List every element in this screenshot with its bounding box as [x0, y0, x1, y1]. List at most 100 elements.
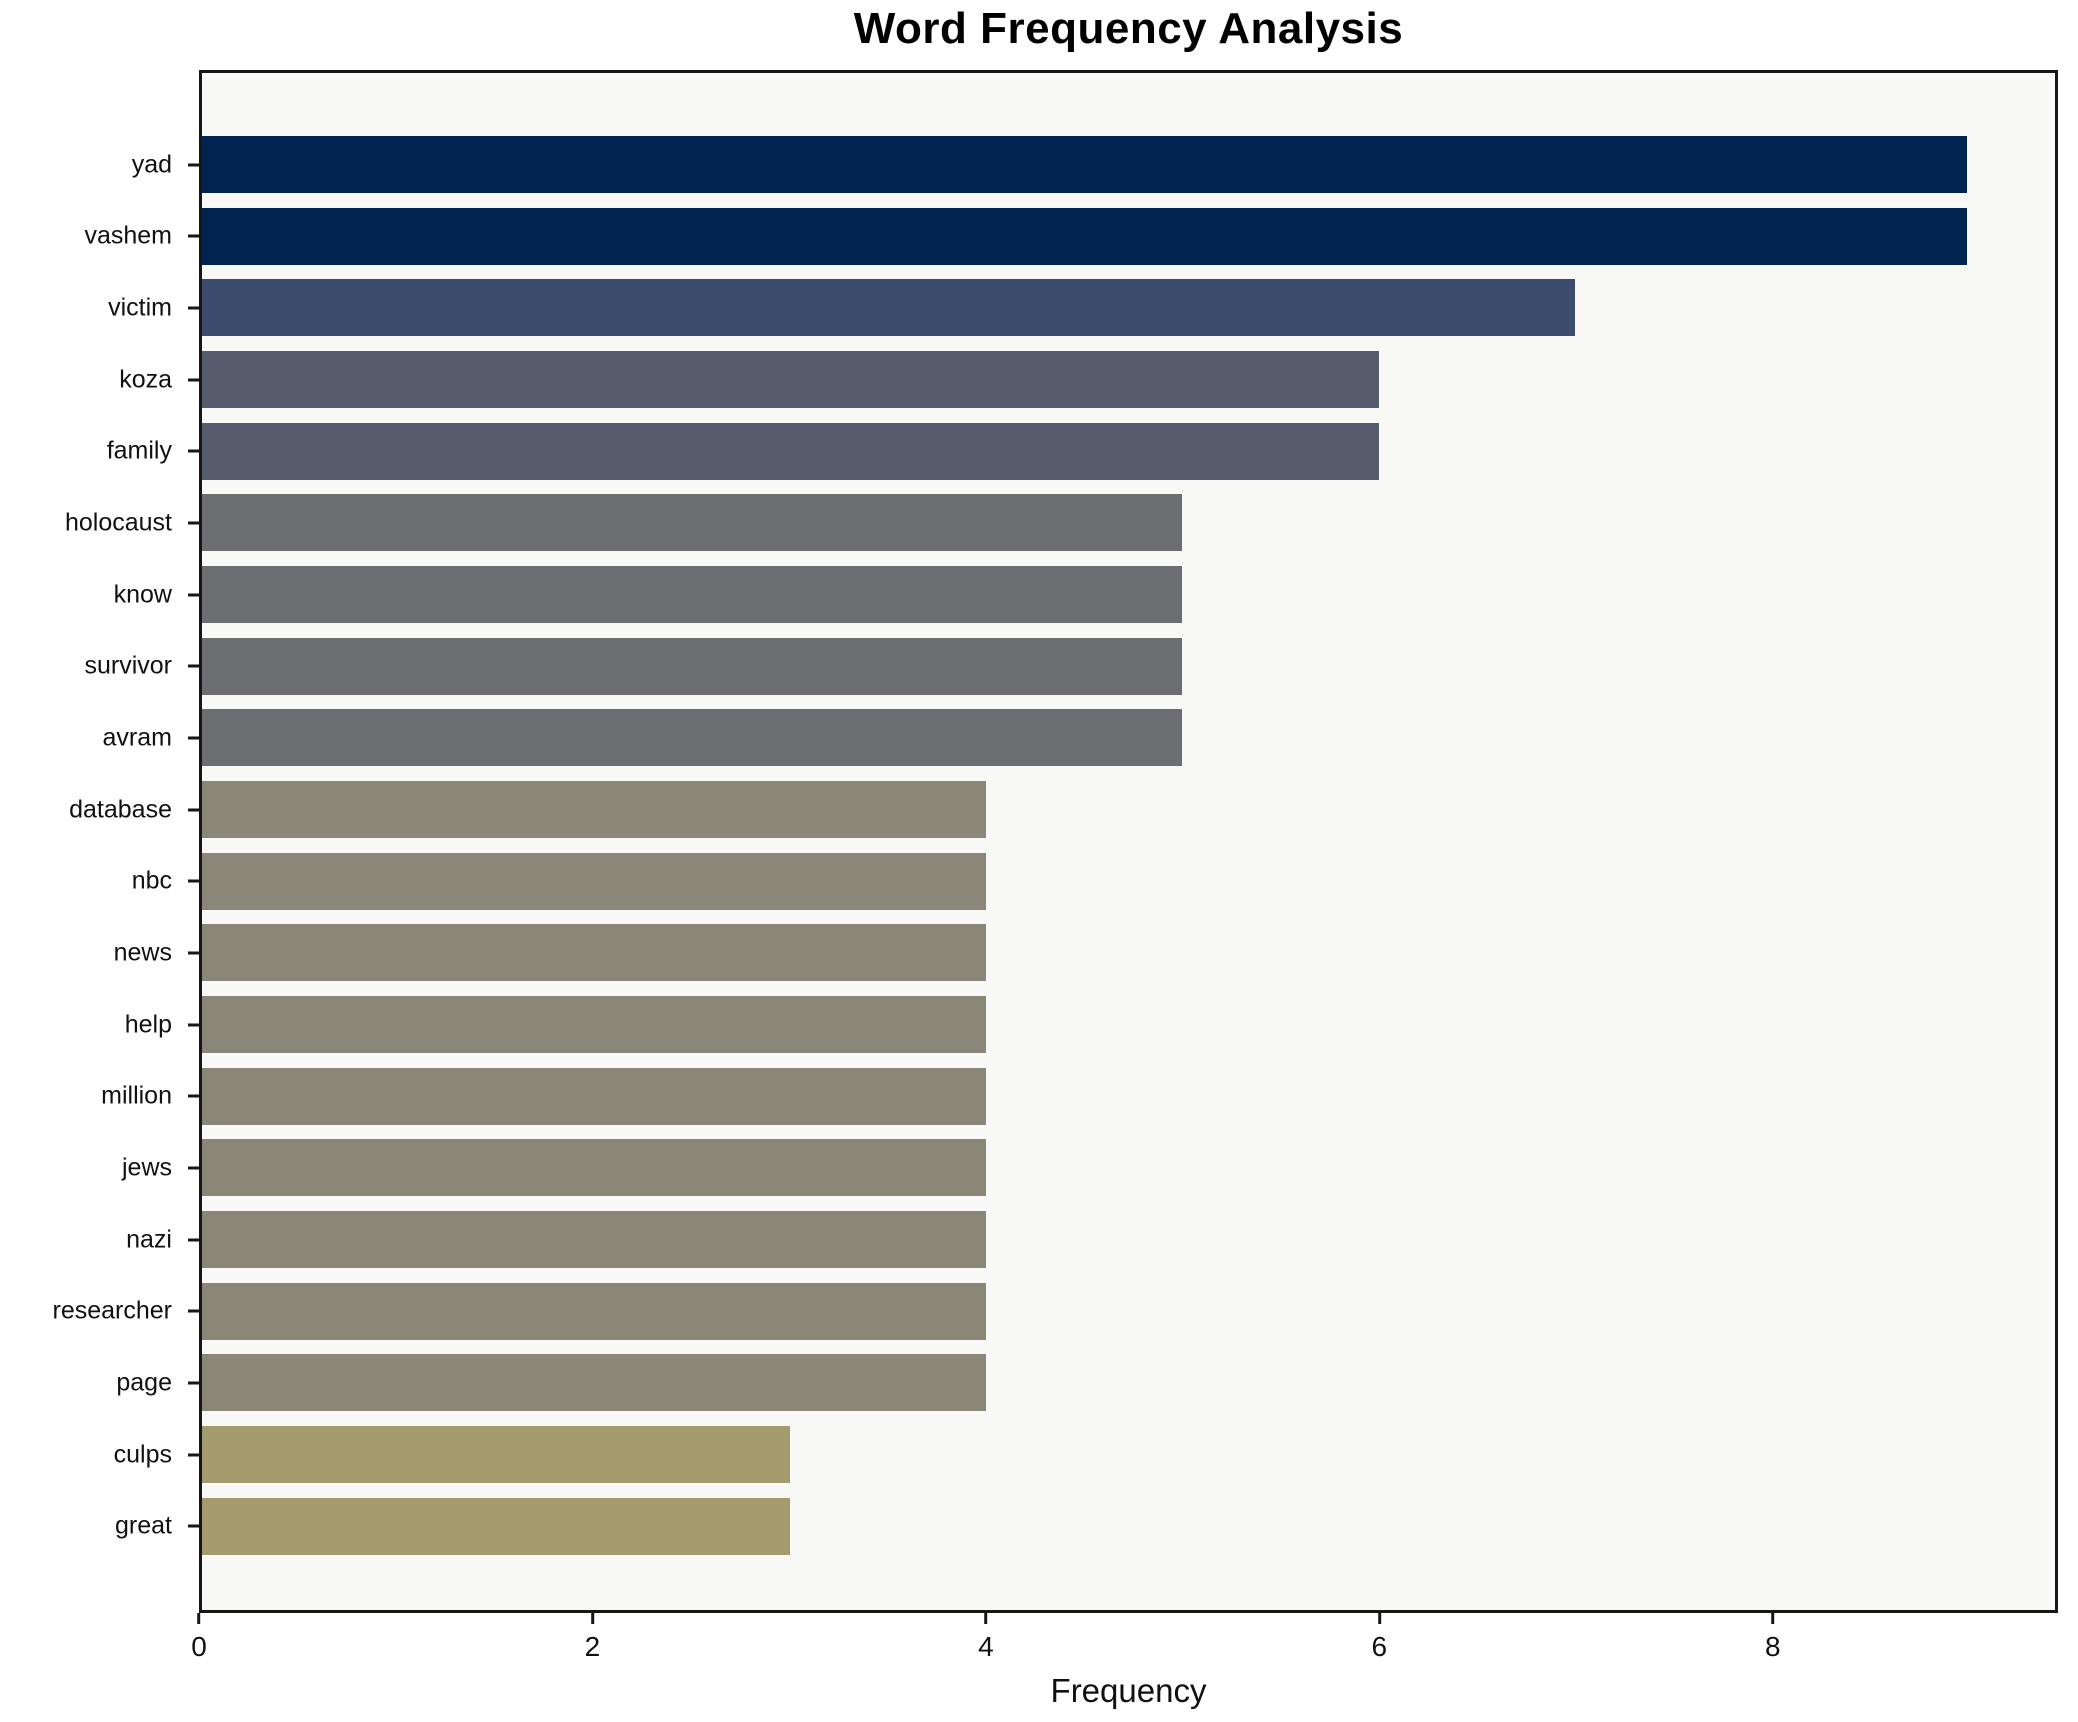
y-tick-label: great [115, 1511, 172, 1540]
bar-nbc [202, 852, 987, 910]
bar-jews [202, 1139, 987, 1197]
bar-row: avram [103, 709, 2055, 767]
bar-yad [202, 136, 1967, 193]
bar-row: database [69, 781, 2055, 839]
bar-row: koza [119, 351, 2055, 409]
x-tick-label: 6 [1371, 1631, 1388, 1662]
x-tick-mark [1771, 1613, 1775, 1624]
bar-help [202, 996, 987, 1054]
y-tick-label: researcher [52, 1296, 173, 1325]
x-tick-label: 8 [1764, 1631, 1781, 1662]
bar-row: page [116, 1354, 2055, 1412]
x-tick-label: 2 [584, 1631, 601, 1662]
y-tick-label: nbc [131, 866, 172, 895]
y-tick-mark [188, 1309, 199, 1313]
y-tick-mark [188, 1381, 199, 1385]
y-tick-label: koza [119, 365, 172, 394]
y-tick-mark [188, 521, 199, 525]
y-tick-label: family [106, 436, 172, 465]
bar-row: holocaust [65, 494, 2055, 552]
x-tick-mark [590, 1613, 594, 1624]
y-tick-mark [188, 1524, 199, 1528]
bar-rows-container: yad vashem victim koza family holocaust know su… [53, 136, 2055, 1555]
x-tick: 8 [1765, 1613, 1781, 1661]
y-tick-label: know [113, 580, 172, 609]
y-tick-mark [188, 664, 199, 668]
bar-million [202, 1067, 987, 1125]
bar-row: know [114, 566, 2055, 624]
y-tick-label: million [101, 1081, 172, 1110]
bar-row: great [115, 1497, 2055, 1555]
x-tick-mark [984, 1613, 988, 1624]
x-tick-label: 0 [191, 1631, 207, 1662]
y-tick-label: culps [113, 1440, 172, 1469]
x-tick: 4 [978, 1613, 994, 1661]
bar-family [202, 422, 1379, 480]
y-tick-label: news [113, 938, 172, 967]
bar-page [202, 1354, 987, 1412]
bar-koza [202, 351, 1379, 409]
y-tick-mark [188, 879, 199, 883]
y-tick-mark [188, 306, 199, 310]
x-axis-label: Frequency [1050, 1672, 1207, 1709]
y-tick-mark [188, 1238, 199, 1242]
x-tick: 0 [191, 1613, 207, 1661]
bar-row: vashem [84, 207, 2055, 265]
y-tick-mark [188, 378, 199, 382]
bar-row: help [125, 996, 2055, 1054]
y-tick-label: holocaust [64, 508, 172, 537]
bar-row: yad [132, 136, 2055, 193]
bar-avram [202, 709, 1183, 767]
x-axis: 0 2 4 6 8 [191, 1613, 2058, 1675]
chart-title: Word Frequency Analysis [853, 4, 1404, 53]
y-tick-label: jews [121, 1153, 172, 1182]
x-tick: 6 [1371, 1613, 1388, 1662]
y-tick-mark [188, 234, 199, 238]
bar-row: culps [114, 1426, 2055, 1484]
y-tick-mark [188, 593, 199, 597]
y-tick-label: vashem [84, 221, 172, 250]
x-tick-mark [197, 1613, 201, 1624]
y-tick-mark [188, 1166, 199, 1170]
y-tick-label: avram [102, 723, 172, 752]
y-tick-mark [188, 1453, 199, 1457]
bar-vashem [202, 207, 1967, 265]
y-tick-mark [188, 1023, 199, 1027]
y-tick-label: page [116, 1368, 172, 1397]
bar-great [202, 1497, 791, 1555]
bar-researcher [202, 1282, 987, 1340]
y-tick-mark [188, 736, 199, 740]
bar-row: nazi [126, 1211, 2055, 1269]
y-tick-label: yad [131, 150, 172, 178]
y-tick-mark [188, 808, 199, 812]
bar-survivor [202, 637, 1183, 695]
bar-holocaust [202, 494, 1183, 552]
bar-row: nbc [132, 852, 2055, 910]
y-tick-label: victim [108, 293, 172, 322]
bar-nazi [202, 1211, 987, 1269]
bar-row: jews [122, 1139, 2055, 1197]
y-tick-mark [188, 1094, 199, 1098]
y-tick-label: help [124, 1010, 172, 1039]
bar-row: family [107, 422, 2055, 480]
y-tick-label: nazi [126, 1225, 172, 1254]
bar-know [202, 566, 1183, 624]
y-tick-label: database [69, 795, 172, 824]
y-tick-mark [188, 951, 199, 955]
bar-victim [202, 279, 1575, 337]
x-tick-label: 4 [978, 1631, 994, 1662]
bar-culps [202, 1426, 791, 1484]
y-tick-mark [188, 163, 199, 166]
bar-news [202, 924, 987, 982]
bar-row: million [101, 1067, 2055, 1125]
y-tick-label: survivor [84, 651, 172, 680]
x-tick-mark [1377, 1613, 1381, 1624]
bar-row: news [114, 924, 2055, 982]
bar-row: researcher [53, 1282, 2055, 1340]
plot-area: yad vashem victim koza family holocaust know su… [53, 70, 2058, 1613]
bar-row: victim [108, 279, 2055, 337]
y-tick-mark [188, 449, 199, 453]
x-tick: 2 [584, 1613, 601, 1662]
bar-database [202, 781, 987, 839]
